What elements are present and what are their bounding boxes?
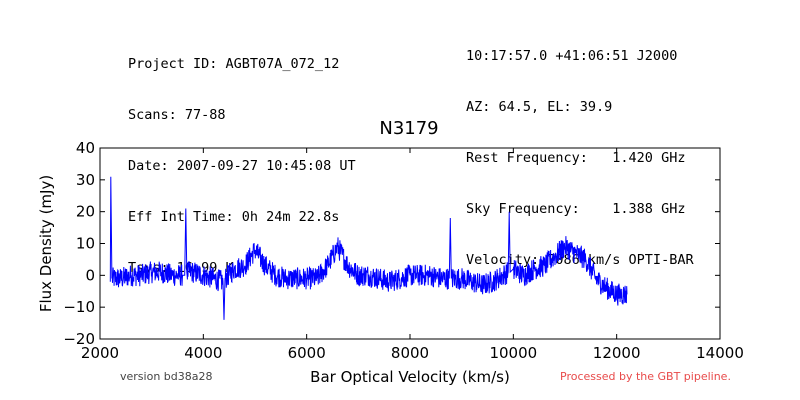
version-text: version bd38a28 (120, 370, 213, 383)
rest-frequency-text: Rest Frequency: 1.420 GHz (466, 150, 686, 166)
eff-int-time-text: Eff Int Time: 0h 24m 22.8s (128, 209, 340, 225)
y-tick-label: −10 (63, 298, 95, 316)
velocity-text: Velocity: 7086 km/s OPTI-BAR (466, 252, 694, 268)
pipeline-credit-text: Processed by the GBT pipeline. (560, 370, 731, 383)
sky-frequency-text: Sky Frequency: 1.388 GHz (466, 201, 686, 217)
x-tick-label: 4000 (184, 344, 222, 362)
x-tick-label: 6000 (288, 344, 326, 362)
coordinates-text: 10:17:57.0 +41:06:51 J2000 (466, 48, 678, 64)
az-el-text: AZ: 64.5, EL: 39.9 (466, 99, 613, 115)
x-axis-label: Bar Optical Velocity (km/s) (310, 368, 510, 386)
x-tick-label: 10000 (489, 344, 537, 362)
y-axis-label: Flux Density (mJy) (37, 175, 55, 312)
spectrum-series-line (109, 176, 628, 320)
plot-frame (99, 147, 721, 340)
y-tick-label: 20 (76, 203, 95, 221)
y-tick-label: 30 (76, 171, 95, 189)
date-text: Date: 2007-09-27 10:45:08 UT (128, 158, 356, 174)
x-tick-label: 12000 (593, 344, 641, 362)
scans-text: Scans: 77-88 (128, 107, 226, 123)
x-tick-label: 14000 (696, 344, 744, 362)
header-right-info: 10:17:57.0 +41:06:51 J2000 AZ: 64.5, EL:… (466, 14, 694, 286)
header-left-info: Project ID: AGBT07A_072_12 Scans: 77-88 … (128, 22, 356, 294)
x-tick-label: 8000 (391, 344, 429, 362)
plot-area (109, 176, 628, 320)
y-tick-label: 0 (85, 266, 95, 284)
x-tick-label: 2000 (81, 344, 119, 362)
y-tick-label: 10 (76, 235, 95, 253)
y-tick-label: −20 (63, 330, 95, 348)
project-id-text: Project ID: AGBT07A_072_12 (128, 56, 340, 72)
axis-ticks: 2000 4000 6000 8000 10000 12000 14000 −20 −10 0 10… (63, 139, 744, 362)
y-tick-label: 40 (76, 139, 95, 157)
chart-title: N3179 (379, 118, 438, 139)
